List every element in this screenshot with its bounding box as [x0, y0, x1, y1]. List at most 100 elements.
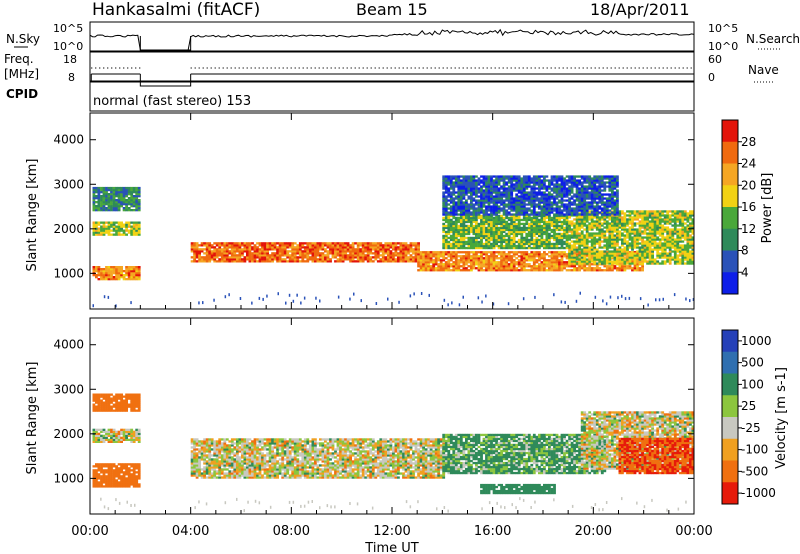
heatmap-cell [419, 251, 423, 254]
heatmap-cell [530, 267, 534, 270]
heatmap-cell [477, 246, 481, 250]
heatmap-cell [568, 265, 571, 268]
heatmap-cell [449, 255, 453, 258]
heatmap-cell [512, 216, 516, 220]
heatmap-cell [573, 179, 576, 182]
heatmap-cell [233, 246, 237, 249]
heatmap-cell [95, 205, 98, 208]
heatmap-cell [605, 256, 609, 259]
heatmap-cell [522, 177, 526, 180]
heatmap-cell [465, 213, 468, 216]
heatmap-cell [417, 248, 420, 251]
heatmap-cell [120, 205, 123, 208]
heatmap-cell [497, 230, 501, 234]
heatmap-cell [256, 254, 259, 257]
heatmap-cell [590, 232, 594, 235]
heatmap-cell [492, 257, 496, 260]
heatmap-cell [495, 251, 498, 254]
heatmap-cell [560, 251, 564, 254]
heatmap-cell [100, 221, 103, 224]
heatmap-cell [130, 229, 134, 232]
heatmap-cell [538, 251, 541, 254]
heatmap-cell [281, 250, 285, 253]
heatmap-cell [580, 191, 584, 194]
heatmap-cell [452, 209, 456, 212]
heatmap-cell [371, 246, 375, 249]
heatmap-cell [550, 220, 554, 224]
heatmap-cell [580, 216, 584, 219]
heatmap-cell [666, 242, 670, 245]
heatmap-cell [454, 251, 458, 254]
heatmap-cell [515, 263, 519, 266]
heatmap-cell [190, 246, 194, 249]
heatmap-cell [329, 258, 332, 261]
heatmap-cell [97, 195, 101, 198]
heatmap-cell [127, 203, 131, 206]
heatmap-cell [110, 203, 113, 206]
heatmap-cell [505, 183, 509, 186]
heatmap-cell [442, 230, 446, 234]
heatmap-cell [643, 220, 647, 223]
heatmap-cell [666, 234, 670, 237]
heatmap-cell [477, 209, 481, 212]
heatmap-cell [308, 244, 312, 247]
heatmap-cell [532, 255, 536, 258]
heatmap-cell [482, 224, 486, 228]
heatmap-cell [643, 248, 647, 251]
heatmap-cell [661, 236, 665, 239]
heatmap-cell [628, 260, 632, 263]
heatmap-cell [437, 269, 441, 272]
heatmap-cell [95, 274, 98, 277]
heatmap-cell [449, 175, 453, 178]
heatmap-cell [548, 181, 551, 184]
heatmap-cell [485, 211, 488, 214]
heatmap-cell [371, 244, 375, 247]
heatmap-cell [603, 232, 607, 235]
heatmap-cell [608, 234, 612, 237]
heatmap-cell [540, 255, 544, 258]
heatmap-cell [658, 218, 662, 221]
heatmap-cell [301, 244, 305, 247]
heatmap-cell [678, 262, 682, 265]
heatmap-cell [467, 177, 471, 180]
heatmap-cell [661, 254, 665, 257]
heatmap-cell [485, 209, 488, 212]
heatmap-cell [600, 218, 604, 221]
heatmap-cell [442, 267, 446, 270]
heatmap-cell [595, 248, 599, 251]
heatmap-cell [553, 199, 556, 202]
heatmap-cell [578, 242, 581, 245]
heatmap-cell [97, 203, 101, 206]
heatmap-cell [550, 255, 554, 258]
heatmap-cell [454, 175, 458, 178]
heatmap-cell [608, 269, 612, 272]
heatmap-cell [512, 183, 516, 186]
heatmap-cell [626, 246, 629, 249]
heatmap-cell [439, 253, 443, 256]
heatmap-cell [585, 250, 589, 253]
heatmap-cell [112, 188, 116, 192]
heatmap-cell [268, 254, 272, 257]
heatmap-cell [497, 265, 501, 268]
heatmap-cell [97, 227, 101, 230]
heatmap-cell [580, 201, 584, 204]
heatmap-cell [316, 260, 320, 263]
heatmap-cell [122, 233, 126, 236]
heatmap-cell [296, 248, 300, 251]
heatmap-cell [439, 265, 443, 268]
heatmap-cell [236, 242, 239, 245]
heatmap-cell [626, 265, 629, 268]
heatmap-cell [626, 255, 629, 258]
heatmap-cell [603, 218, 607, 221]
heatmap-cell [626, 240, 629, 243]
heatmap-cell [472, 197, 476, 200]
heatmap-cell [120, 193, 123, 196]
heatmap-cell [225, 256, 229, 259]
heatmap-cell [621, 220, 624, 223]
heatmap-cell [555, 228, 559, 232]
heatmap-cell [482, 181, 486, 184]
heatmap-cell [565, 257, 569, 260]
heatmap-cell [467, 232, 471, 236]
heatmap-cell [407, 244, 410, 247]
heatmap-cell [465, 189, 468, 192]
